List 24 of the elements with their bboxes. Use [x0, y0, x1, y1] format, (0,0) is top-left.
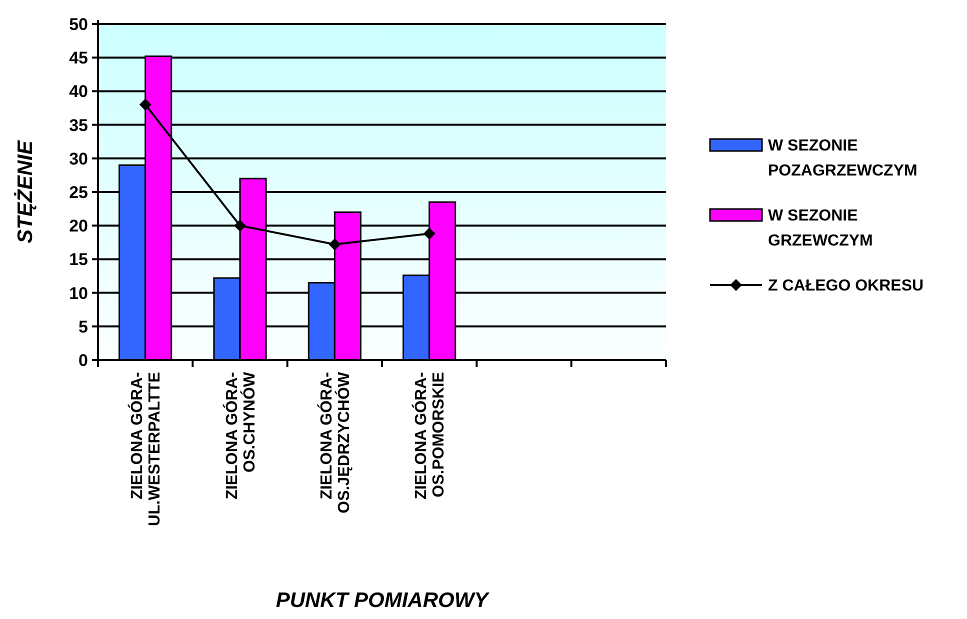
- y-tick-label: 25: [69, 182, 88, 202]
- y-tick-label: 30: [69, 149, 88, 168]
- legend-label: W SEZONIE GRZEWCZYM: [768, 208, 873, 250]
- point: [139, 98, 152, 111]
- y-tick-label: 0: [78, 350, 88, 370]
- y-tick-label: 20: [69, 216, 88, 236]
- point: [423, 228, 436, 240]
- y-tick-label: 10: [69, 284, 88, 303]
- y-tick-label: 50: [69, 14, 88, 34]
- y-tick-label: 40: [69, 82, 88, 102]
- x-axis-title: PUNKT POMIAROWY: [276, 589, 490, 612]
- x-tick-label: ZIELONA GÓRA- UL.WESTERPALTTE: [127, 372, 164, 526]
- x-tick-label: ZIELONA GÓRA- OS.JĘDRZYCHÓW: [316, 371, 354, 514]
- legend-label: W SEZONIE POZAGRZEWCZYM: [768, 138, 918, 180]
- point: [234, 220, 246, 232]
- x-tick-label: ZIELONA GÓRA- OS.POMORSKIE: [411, 372, 448, 500]
- y-tick-label: 15: [69, 250, 88, 270]
- y-tick-label: 5: [78, 317, 88, 336]
- x-tick-label: ZIELONA GÓRA- OS.CHYNÓW: [222, 371, 258, 500]
- point: [328, 238, 341, 250]
- y-axis-title: STĘŻENIE: [14, 140, 37, 244]
- y-tick-label: 35: [69, 116, 88, 135]
- y-tick-label: 45: [69, 48, 88, 68]
- legend-label: Z CAŁEGO OKRESU: [768, 278, 924, 295]
